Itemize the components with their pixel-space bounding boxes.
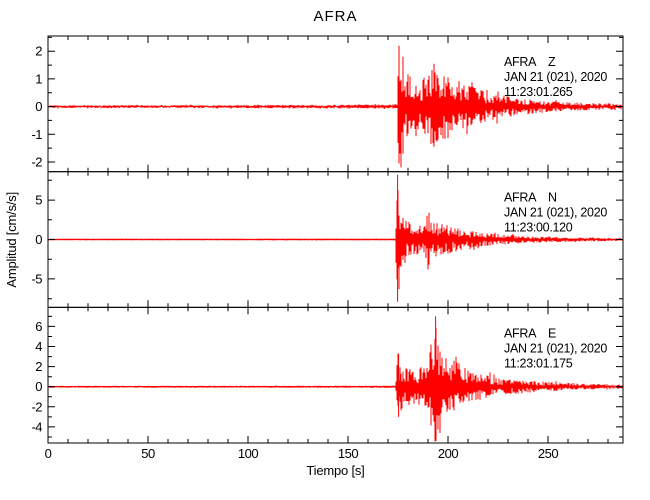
annotation-component: Z [548,55,556,69]
y-axis-label: Amplitud [cm/s/s] [3,191,19,288]
y-tick-label: 0 [35,379,42,394]
y-axis-label-wrap: Amplitud [cm/s/s] [2,36,20,443]
y-tick-label: -1 [31,127,42,142]
annotation-station: AFRA [504,55,537,69]
y-tick-label: 6 [35,319,42,334]
annotation-date: JAN 21 (021), 2020 [504,70,607,84]
x-tick-label: 100 [238,446,258,461]
annotation-component: N [548,191,557,205]
annotation-station: AFRA [504,191,537,205]
y-tick-label: 4 [35,339,42,354]
annotation-time: 11:23:01.265 [504,85,573,99]
trace-Z [47,45,624,168]
y-tick-label: 2 [35,44,42,59]
annotation-station: AFRA [504,326,537,340]
y-tick-label: 1 [35,71,42,86]
chart-title: AFRA [313,8,358,25]
x-tick-label: 50 [141,446,155,461]
annotation-time: 11:23:01.175 [504,356,573,370]
x-axis-label: Tiempo [s] [306,463,365,478]
y-tick-label: 2 [35,359,42,374]
panel-frame-E [47,306,624,444]
y-tick-label: -2 [31,399,42,414]
y-tick-label: 0 [35,99,42,114]
y-tick-label: -5 [31,271,42,286]
annotation-date: JAN 21 (021), 2020 [504,206,607,220]
annotation-component: E [548,326,556,340]
x-tick-label: 150 [338,446,358,461]
annotation-time: 11:23:00.120 [504,221,573,235]
x-tick-label: 200 [438,446,458,461]
annotation-date: JAN 21 (021), 2020 [504,341,607,355]
trace-E [47,316,624,442]
y-tick-label: -4 [31,419,42,434]
y-tick-label: 0 [35,232,42,247]
x-tick-label: 250 [538,446,558,461]
y-tick-label: -2 [31,154,42,169]
y-tick-label: 5 [35,193,42,208]
trace-N [47,174,624,302]
x-tick-label: 0 [45,446,52,461]
